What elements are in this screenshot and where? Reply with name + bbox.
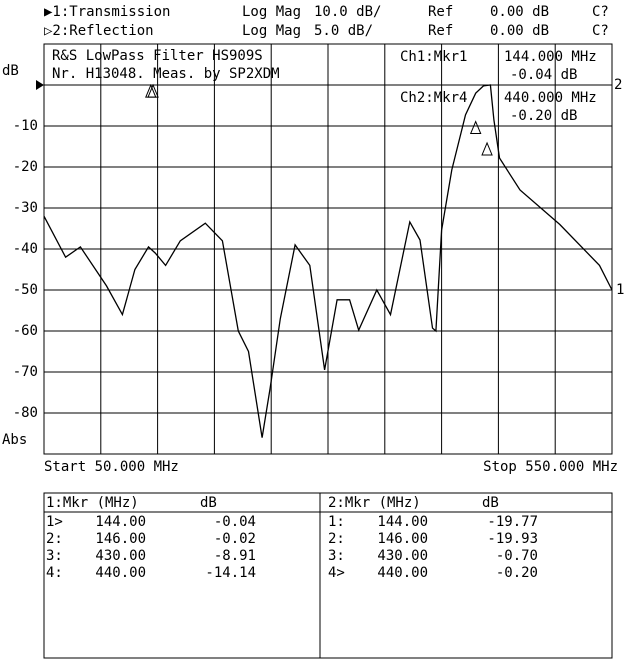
row-freq: 430.00 [377, 548, 428, 564]
header-text: Log Mag [242, 23, 301, 39]
header-text: ▶1:Transmission [44, 4, 170, 20]
trace-label: 1 [616, 282, 624, 298]
y-label-bottom: Abs [2, 432, 27, 448]
table-unit: dB [482, 495, 499, 511]
row-label: 2: [46, 531, 63, 547]
readout-label: Ch2:Mkr4 [400, 90, 467, 106]
y-tick-label: -60 [13, 323, 38, 339]
readout-value: -0.04 dB [510, 67, 577, 83]
header-text: Ref [428, 23, 453, 39]
row-freq: 440.00 [95, 565, 146, 581]
row-freq: 144.00 [95, 514, 146, 530]
header-text: 0.00 dB [490, 4, 549, 20]
row-label: 3: [328, 548, 345, 564]
y-tick-label: -40 [13, 241, 38, 257]
row-db: -14.14 [205, 565, 256, 581]
row-freq: 144.00 [377, 514, 428, 530]
row-label: 2: [328, 531, 345, 547]
y-tick-label: -20 [13, 159, 38, 175]
row-db: -0.70 [496, 548, 538, 564]
row-freq: 146.00 [95, 531, 146, 547]
header-text: Ref [428, 4, 453, 20]
y-tick-label: -50 [13, 282, 38, 298]
y-tick-label: -80 [13, 405, 38, 421]
row-db: -19.77 [487, 514, 538, 530]
header-text: Log Mag [242, 4, 301, 20]
chart-subtitle: Nr. H13048. Meas. by SP2XDM [52, 66, 280, 82]
table-unit: dB [200, 495, 217, 511]
y-tick-label: -10 [13, 118, 38, 134]
row-freq: 440.00 [377, 565, 428, 581]
header-text: ▷2:Reflection [44, 23, 154, 39]
readout-label: Ch1:Mkr1 [400, 49, 467, 65]
row-db: -19.93 [487, 531, 538, 547]
row-label: 4: [46, 565, 63, 581]
row-label: 1> [46, 514, 63, 530]
row-label: 4> [328, 565, 345, 581]
row-db: -0.20 [496, 565, 538, 581]
row-db: -0.04 [214, 514, 256, 530]
stop-label: Stop 550.000 MHz [483, 459, 618, 475]
readout-freq: 144.000 MHz [504, 49, 597, 65]
row-freq: 430.00 [95, 548, 146, 564]
table-title: 1:Mkr (MHz) [46, 495, 139, 511]
marker [481, 141, 493, 156]
marker [147, 83, 159, 98]
trace2-label: 2 [614, 77, 622, 93]
header-text: 10.0 dB/ [314, 4, 381, 20]
marker [469, 120, 482, 135]
ref-arrow [36, 80, 44, 90]
row-label: 3: [46, 548, 63, 564]
start-label: Start 50.000 MHz [44, 459, 179, 475]
header-text: 5.0 dB/ [314, 23, 373, 39]
table-frame [43, 492, 613, 659]
header-text: C? [592, 23, 609, 39]
y-tick-label: -70 [13, 364, 38, 380]
trace [43, 84, 613, 438]
readout-value: -0.20 dB [510, 108, 577, 124]
table-title: 2:Mkr (MHz) [328, 495, 421, 511]
row-label: 1: [328, 514, 345, 530]
readout-freq: 440.000 MHz [504, 90, 597, 106]
y-label: dB [2, 63, 19, 79]
header-text: 0.00 dB [490, 23, 549, 39]
y-tick-label: -30 [13, 200, 38, 216]
row-freq: 146.00 [377, 531, 428, 547]
row-db: -0.02 [214, 531, 256, 547]
header-text: C? [592, 4, 609, 20]
row-db: -8.91 [214, 548, 256, 564]
